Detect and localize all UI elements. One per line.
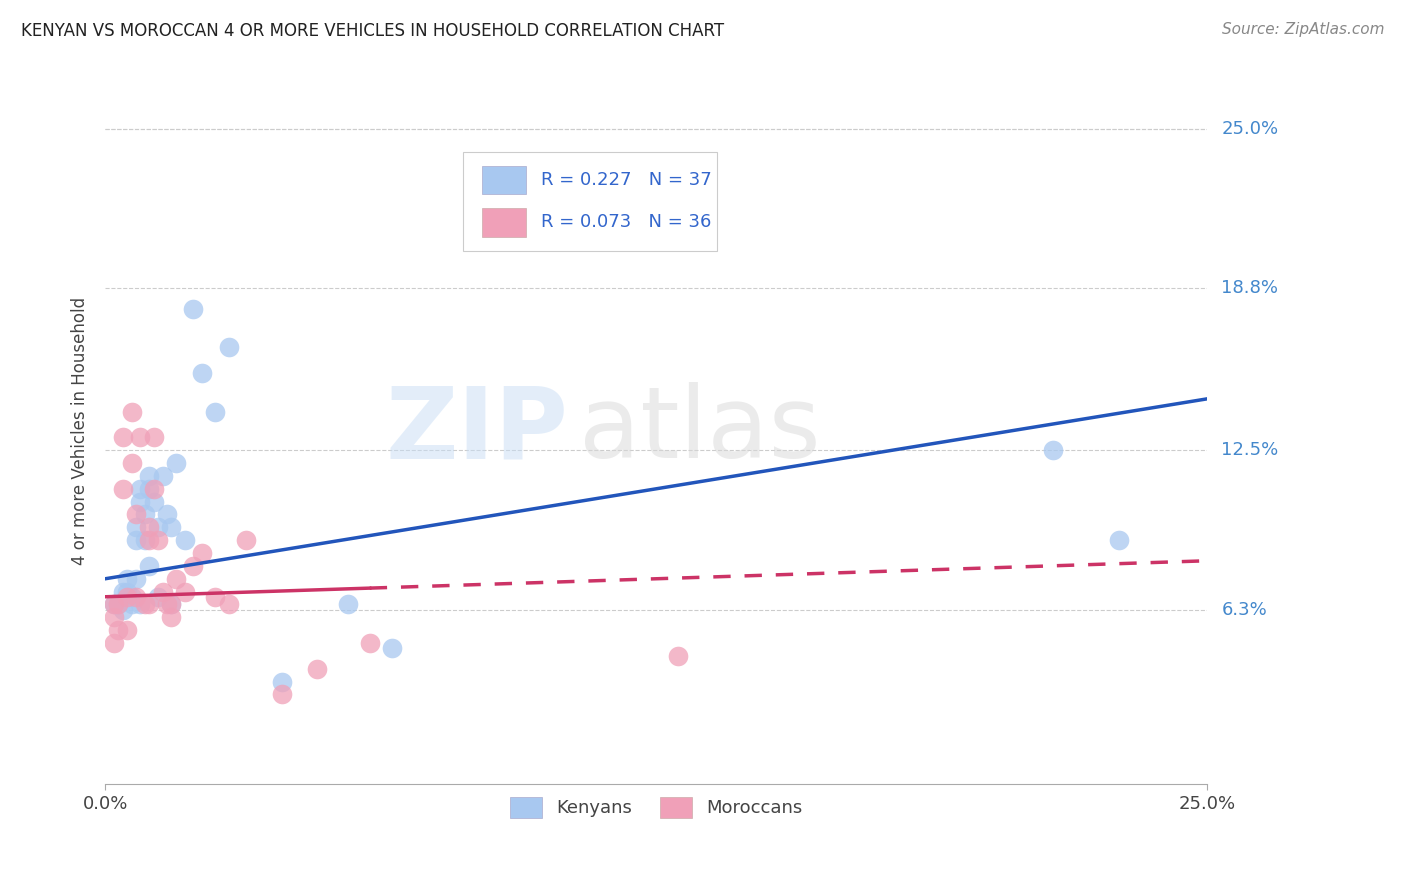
Point: [204, 590, 226, 604]
Point: [117, 623, 139, 637]
Point: [336, 598, 359, 612]
Point: [156, 508, 179, 522]
Point: [117, 572, 139, 586]
Point: [305, 662, 328, 676]
Point: [270, 688, 292, 702]
Point: [138, 598, 160, 612]
Point: [129, 494, 152, 508]
Point: [152, 584, 174, 599]
Point: [160, 598, 183, 612]
Point: [183, 301, 205, 316]
Point: [204, 404, 226, 418]
Text: R = 0.227   N = 37: R = 0.227 N = 37: [540, 171, 711, 189]
Point: [138, 558, 160, 573]
Point: [103, 598, 125, 612]
Point: [125, 533, 148, 548]
Point: [121, 598, 143, 612]
Point: [138, 482, 160, 496]
Point: [111, 482, 134, 496]
Text: 25.0%: 25.0%: [1222, 120, 1278, 138]
Point: [165, 572, 187, 586]
Point: [121, 456, 143, 470]
Text: 18.8%: 18.8%: [1222, 279, 1278, 297]
Point: [134, 598, 156, 612]
Point: [381, 641, 404, 656]
Point: [121, 404, 143, 418]
Text: atlas: atlas: [579, 383, 821, 479]
Point: [270, 674, 292, 689]
Point: [117, 584, 139, 599]
Point: [173, 584, 195, 599]
Point: [173, 533, 195, 548]
Point: [111, 430, 134, 444]
Point: [146, 590, 169, 604]
Point: [1042, 443, 1064, 458]
Point: [165, 456, 187, 470]
Point: [125, 520, 148, 534]
Point: [117, 590, 139, 604]
Point: [146, 520, 169, 534]
Point: [107, 598, 129, 612]
Text: 6.3%: 6.3%: [1222, 600, 1267, 619]
Point: [218, 598, 240, 612]
FancyBboxPatch shape: [482, 208, 526, 236]
Point: [125, 572, 148, 586]
Point: [138, 469, 160, 483]
Text: 12.5%: 12.5%: [1222, 442, 1278, 459]
Point: [191, 366, 214, 380]
Point: [156, 598, 179, 612]
Point: [125, 508, 148, 522]
Point: [142, 482, 165, 496]
Point: [138, 533, 160, 548]
Point: [111, 602, 134, 616]
Point: [107, 623, 129, 637]
Point: [125, 590, 148, 604]
Point: [107, 598, 129, 612]
Point: [142, 430, 165, 444]
Text: KENYAN VS MOROCCAN 4 OR MORE VEHICLES IN HOUSEHOLD CORRELATION CHART: KENYAN VS MOROCCAN 4 OR MORE VEHICLES IN…: [21, 22, 724, 40]
Point: [142, 494, 165, 508]
Point: [183, 558, 205, 573]
Text: ZIP: ZIP: [385, 383, 568, 479]
Point: [160, 520, 183, 534]
Point: [121, 590, 143, 604]
Y-axis label: 4 or more Vehicles in Household: 4 or more Vehicles in Household: [72, 297, 89, 565]
Point: [146, 533, 169, 548]
Point: [235, 533, 257, 548]
Point: [129, 482, 152, 496]
Point: [160, 610, 183, 624]
Point: [1108, 533, 1130, 548]
Point: [666, 648, 689, 663]
Point: [191, 546, 214, 560]
Point: [138, 520, 160, 534]
Point: [359, 636, 381, 650]
Point: [129, 430, 152, 444]
Point: [103, 636, 125, 650]
FancyBboxPatch shape: [464, 152, 717, 251]
Point: [218, 340, 240, 354]
Text: Source: ZipAtlas.com: Source: ZipAtlas.com: [1222, 22, 1385, 37]
Point: [152, 469, 174, 483]
Point: [103, 598, 125, 612]
Point: [134, 533, 156, 548]
FancyBboxPatch shape: [482, 166, 526, 194]
Text: R = 0.073   N = 36: R = 0.073 N = 36: [540, 213, 711, 231]
Point: [103, 610, 125, 624]
Point: [111, 584, 134, 599]
Legend: Kenyans, Moroccans: Kenyans, Moroccans: [502, 789, 810, 825]
Point: [129, 598, 152, 612]
Point: [134, 508, 156, 522]
Point: [160, 598, 183, 612]
